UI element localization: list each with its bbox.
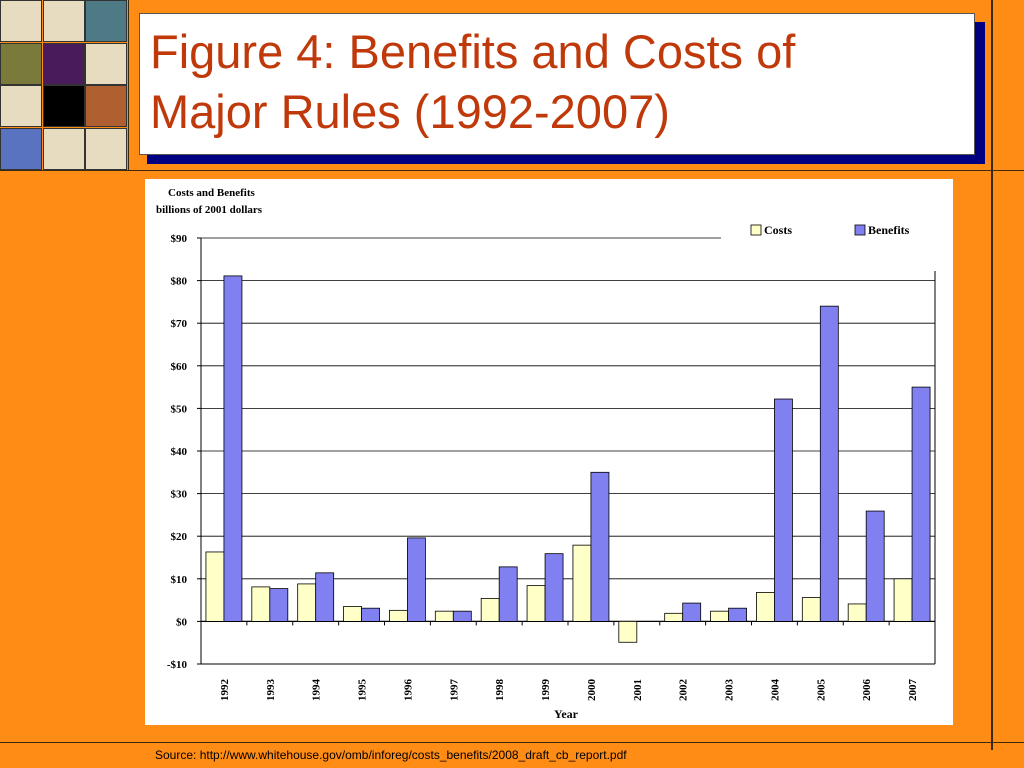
x-tick-label: 2000 [586,679,598,702]
benefit-bar [911,386,931,622]
slide-title: Figure 4: Benefits and Costs of Major Ru… [150,25,796,138]
cost-bar [297,583,317,622]
decorative-tile [0,85,42,127]
cost-bar [847,603,867,622]
x-axis-label: Year [554,707,579,721]
chart-title: Costs and Benefits [168,187,256,199]
source-note: Source: http://www.whitehouse.gov/omb/in… [155,748,627,762]
x-tick-label: 1992 [219,679,231,702]
x-tick-label: 1999 [540,679,552,702]
x-tick-label: 1994 [311,679,323,702]
benefit-bar [407,537,426,622]
decorative-line [991,0,993,750]
y-tick-label: $60 [171,361,188,373]
benefit-bar [544,553,564,622]
cost-bar [756,592,775,622]
x-tick-label: 1998 [494,679,506,702]
cost-bar [205,551,225,622]
x-tick-label: 2001 [632,679,644,701]
decorative-tile [42,85,85,127]
decorative-tile [0,127,42,170]
bar-chart: Costs and Benefits billions of 2001 dolla… [156,187,936,721]
legend-label: Costs [764,223,792,237]
cost-bar [480,597,500,622]
title-box: Figure 4: Benefits and Costs of Major Ru… [139,13,975,155]
y-tick-label: $20 [171,531,188,543]
x-tick-label: 2003 [724,679,736,702]
x-tick-label: 2005 [815,679,827,702]
benefit-bar [728,607,747,622]
benefit-bar [269,588,289,622]
y-tick-label: $90 [171,233,188,245]
y-tick-label: $30 [171,489,188,501]
x-tick-label: 1997 [448,679,460,702]
y-tick-label: $50 [171,403,188,415]
x-tick-label: 2004 [769,679,781,702]
benefit-bar [452,610,472,622]
chart-panel: Costs and Benefits billions of 2001 dolla… [145,179,953,725]
decorative-tile [85,85,127,127]
decorative-tile [0,42,42,85]
decorative-line [128,0,129,170]
x-tick-label: 1993 [265,679,277,702]
y-tick-label: $40 [171,446,188,458]
cost-bar [526,585,546,622]
chart-subtitle: billions of 2001 dollars [156,204,263,216]
cost-bar [343,606,362,622]
decorative-tile [42,42,85,85]
x-tick-label: 2002 [678,679,690,702]
cost-bar [893,578,913,622]
benefit-bar [865,510,885,622]
y-tick-label: -$10 [167,659,188,671]
cost-bar [251,586,271,622]
legend-swatch [854,224,866,236]
x-tick-label: 2006 [861,679,873,702]
decorative-line [0,170,1024,171]
cost-bar [618,620,638,643]
legend-swatch [750,224,762,236]
decorative-tile [42,0,85,42]
legend-label: Benefits [868,223,910,237]
benefit-bar [361,607,380,622]
decorative-tile [42,127,85,170]
cost-bar [801,597,821,622]
x-tick-label: 1995 [357,679,369,702]
benefit-bar [223,275,243,622]
y-tick-label: $70 [171,318,188,330]
decorative-tile [85,42,127,85]
benefit-bar [774,398,793,622]
benefit-bar [498,566,518,622]
x-tick-label: 2007 [907,679,919,702]
decorative-tile [85,127,127,170]
y-tick-label: $10 [171,574,188,586]
benefit-bar [590,471,610,622]
y-tick-label: $0 [176,616,188,628]
cost-bar [572,544,592,622]
decorative-tile-grid [0,0,128,170]
cost-bar [389,609,408,622]
decorative-tile [0,0,42,42]
benefit-bar [315,572,335,622]
y-tick-label: $80 [171,276,188,288]
benefit-bar [819,305,839,622]
cost-bar [710,610,729,622]
benefit-bar [682,602,702,622]
cost-bar [434,610,454,622]
decorative-tile [85,0,127,42]
cost-bar [664,612,684,622]
decorative-line [0,742,1024,743]
x-tick-label: 1996 [402,679,414,702]
